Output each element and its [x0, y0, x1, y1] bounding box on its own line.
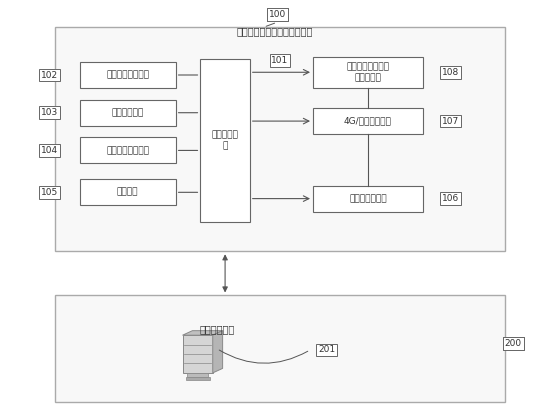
Text: 触屏和显示模块: 触屏和显示模块 [349, 194, 386, 203]
Text: 100: 100 [268, 10, 286, 19]
Text: 语音采集提示模块: 语音采集提示模块 [106, 70, 149, 80]
Bar [80, 137, 176, 163]
Bar [80, 62, 176, 88]
Bar [182, 335, 212, 373]
Text: 105: 105 [41, 188, 58, 197]
Text: 102: 102 [41, 70, 58, 80]
Bar [313, 57, 423, 88]
Text: 101: 101 [271, 56, 289, 65]
Bar [80, 100, 176, 126]
Text: 107: 107 [441, 116, 459, 126]
Bar [187, 373, 208, 377]
Bar [186, 377, 210, 380]
Bar [55, 295, 505, 402]
Bar [313, 108, 423, 134]
Text: 200: 200 [505, 339, 522, 348]
Text: 远程培训平台: 远程培训平台 [199, 324, 234, 334]
Text: 100: 100 [268, 10, 286, 19]
Text: 103: 103 [41, 108, 58, 117]
Text: 200: 200 [505, 339, 522, 348]
Text: 201: 201 [318, 345, 335, 354]
Text: 104: 104 [41, 146, 58, 155]
Bar [313, 186, 423, 212]
Text: 108: 108 [441, 68, 459, 77]
Text: 培训指令存储模块: 培训指令存储模块 [106, 146, 149, 155]
Text: 电源模块: 电源模块 [117, 188, 138, 197]
Text: 106: 106 [441, 194, 459, 203]
Polygon shape [182, 331, 223, 335]
Text: 4G/蓝牙通信模块: 4G/蓝牙通信模块 [344, 116, 392, 126]
Text: 信息处理模
块: 信息处理模 块 [212, 131, 238, 150]
Bar [80, 179, 176, 205]
Text: 穿戴式智能单兵实操培训装置: 穿戴式智能单兵实操培训装置 [236, 26, 313, 36]
Bar [55, 27, 505, 251]
Bar [200, 59, 250, 222]
Polygon shape [213, 331, 223, 373]
Text: 培训内容及实操记
录存储模块: 培训内容及实操记 录存储模块 [346, 62, 389, 82]
Text: 视频采集模块: 视频采集模块 [111, 108, 144, 117]
